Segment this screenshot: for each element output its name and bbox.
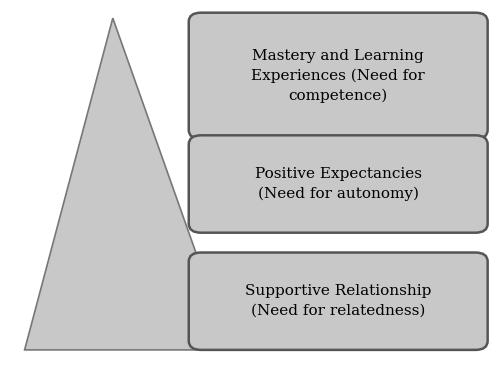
Text: Mastery and Learning
Experiences (Need for
competence): Mastery and Learning Experiences (Need f… xyxy=(252,49,425,103)
FancyBboxPatch shape xyxy=(189,13,488,139)
FancyBboxPatch shape xyxy=(189,135,488,233)
Text: Positive Expectancies
(Need for autonomy): Positive Expectancies (Need for autonomy… xyxy=(254,167,422,201)
Polygon shape xyxy=(24,18,231,350)
FancyBboxPatch shape xyxy=(189,252,488,350)
Text: Supportive Relationship
(Need for relatedness): Supportive Relationship (Need for relate… xyxy=(245,284,432,318)
